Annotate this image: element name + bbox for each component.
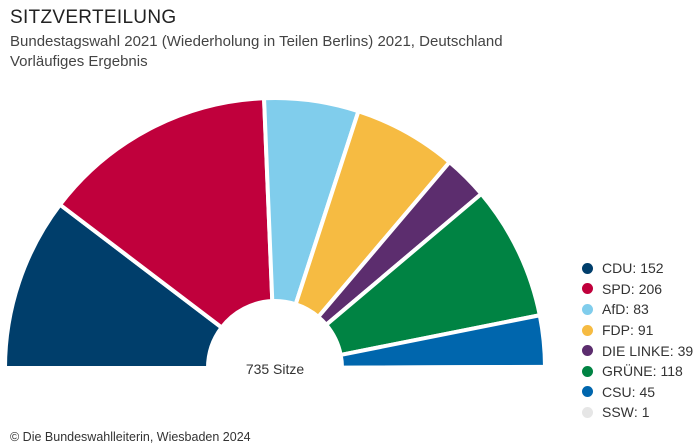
chart-subtitle-status: Vorläufiges Ergebnis <box>10 53 148 70</box>
legend-value: 118 <box>660 363 683 380</box>
slice-spd <box>58 96 275 330</box>
legend-value: 152 <box>640 260 664 277</box>
legend-item: SPD:206 <box>582 279 700 300</box>
chart-subtitle: Bundestagswahl 2021 (Wiederholung in Tei… <box>10 33 503 50</box>
legend-value: 91 <box>637 322 654 339</box>
slice-ssw <box>340 364 548 370</box>
legend-item: FDP:91 <box>582 320 700 341</box>
legend-color-dot <box>582 406 593 418</box>
legend-color-dot <box>582 303 593 315</box>
legend-label: CDU <box>602 260 633 277</box>
legend-item: SSW:1 <box>582 402 700 423</box>
legend-color-dot <box>582 386 593 398</box>
chart-title: SITZVERTEILUNG <box>10 7 177 28</box>
legend-label: AfD <box>602 301 626 318</box>
legend: CDU:152 SPD:206 AfD:83 FDP:91 DIE LINKE:39 GR… <box>582 258 700 423</box>
legend-label: FDP <box>602 322 630 339</box>
legend-item: CDU:152 <box>582 258 700 279</box>
slice-grüne <box>324 191 542 357</box>
legend-label: GRÜNE <box>602 363 653 380</box>
total-seats-label: 735 Sitze <box>246 361 305 377</box>
legend-label: SPD <box>602 280 631 297</box>
legend-value: 206 <box>638 280 663 297</box>
legend-color-dot <box>582 283 593 295</box>
legend-value: 39 <box>677 342 694 359</box>
legend-item: DIE LINKE:39 <box>582 340 700 361</box>
legend-item: GRÜNE:118 <box>582 361 700 382</box>
slice-group <box>3 96 548 370</box>
legend-item: AfD:83 <box>582 299 700 320</box>
legend-value: 83 <box>633 301 649 318</box>
legend-color-dot <box>582 324 593 336</box>
legend-label: DIE LINKE <box>602 342 670 359</box>
legend-value: 45 <box>639 383 656 400</box>
copyright-footer: © Die Bundeswahlleiterin, Wiesbaden 2024 <box>10 430 251 444</box>
slice-cdu <box>3 202 224 370</box>
legend-label: CSU <box>602 383 632 400</box>
legend-value: 1 <box>641 404 650 421</box>
legend-color-dot <box>582 365 593 377</box>
legend-item: CSU:45 <box>582 382 700 403</box>
legend-label: SSW <box>602 404 634 421</box>
legend-color-dot <box>582 262 593 274</box>
legend-color-dot <box>582 345 593 357</box>
